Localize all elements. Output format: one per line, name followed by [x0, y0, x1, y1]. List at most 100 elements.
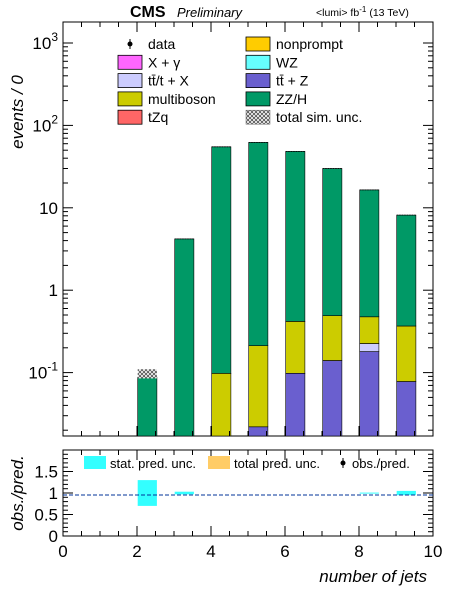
- y-tick-base: 10: [32, 34, 51, 53]
- legend-label: tt̄ + Z: [276, 73, 309, 89]
- x-tick-label: 8: [354, 542, 363, 561]
- ratio-legend-entry-stat-pred-unc-: stat. pred. unc.: [84, 456, 196, 471]
- ratio-y-tick-label: 0.5: [34, 506, 58, 525]
- lumi-exponent: -1: [359, 5, 367, 14]
- legend-label: multiboson: [148, 91, 216, 107]
- y-tick-base: 10: [32, 116, 51, 135]
- stat-unc-box-bin-8: [359, 492, 379, 494]
- legend-entry-multiboson: multiboson: [117, 91, 216, 107]
- bar-segment-multiboson-bin-9: [396, 325, 417, 382]
- legend-label: total sim. unc.: [276, 109, 362, 125]
- x-axis-ticks: [62, 22, 434, 436]
- ratio-legend-entry-total-pred-unc-: total pred. unc.: [208, 456, 320, 471]
- ratio-legend-label: obs./pred.: [352, 456, 410, 471]
- legend-entry-nonprompt: nonprompt: [245, 36, 343, 52]
- bar-segment-zz-h-bin-2: [137, 376, 158, 437]
- legend-swatch: [117, 109, 143, 125]
- preliminary-label: Preliminary: [177, 5, 244, 20]
- ratio-y-axis: 0 0.5 1 1.5: [34, 453, 433, 546]
- bar-segment-tt-z-bin-9: [396, 381, 417, 437]
- sim-unc-band-bin-2: [137, 369, 157, 379]
- legend: data nonprompt X + γ WZ tt̄/t + X tt̄ + Z mult…: [117, 36, 362, 125]
- bar-segment-zz-h-bin-6: [285, 151, 306, 322]
- bar-segment-multiboson-bin-8: [359, 316, 380, 344]
- energy-text: (13 TeV): [369, 7, 409, 19]
- legend-swatch: [117, 91, 143, 107]
- y-axis-label: events / 0: [8, 75, 27, 149]
- ratio-y-tick-label: 1.5: [34, 463, 58, 482]
- legend-swatch: [117, 54, 143, 70]
- legend-entry-tt-z: tt̄ + Z: [245, 73, 309, 89]
- legend-swatch: [117, 73, 143, 88]
- y-tick-exp: 2: [51, 112, 58, 126]
- y-tick-label: 103: [32, 30, 58, 53]
- legend-entry-total-sim-unc-: total sim. unc.: [245, 109, 362, 125]
- legend-swatch: [245, 54, 271, 70]
- ratio-panel: 00.511.5 0 2 4 6 8 10 obs./pred. number of je…: [8, 449, 442, 586]
- ratio-legend-label: total pred. unc.: [234, 456, 320, 471]
- ratio-legend: stat. pred. unc. total pred. unc. obs./pre…: [84, 456, 410, 471]
- ratio-x-axis: 0 2 4 6 8 10: [58, 450, 442, 561]
- legend-entry-zz-h: ZZ/H: [245, 91, 307, 107]
- bar-segment-tt-t-x-bin-8: [359, 343, 380, 352]
- bar-segment-tt-z-bin-8: [359, 351, 380, 437]
- y-tick-label: 1: [49, 281, 58, 300]
- bar-segment-zz-h-bin-8: [359, 189, 380, 318]
- ratio-legend-swatch: [208, 456, 230, 469]
- bar-segment-multiboson-bin-6: [285, 321, 306, 374]
- ratio-uncertainty: [137, 480, 416, 506]
- legend-label: ZZ/H: [276, 91, 307, 107]
- legend-swatch: [245, 73, 271, 88]
- ratio-legend-swatch: [84, 456, 106, 469]
- bar-segment-zz-h-bin-9: [396, 214, 417, 327]
- bar-segment-multiboson-bin-4: [211, 372, 232, 437]
- ratio-y-tick-label: 1: [49, 484, 58, 503]
- legend-swatch: [245, 91, 271, 107]
- bar-segment-multiboson-bin-7: [322, 315, 343, 361]
- y-tick-exp: -1: [47, 360, 58, 374]
- legend-entry-x-: X + γ: [117, 54, 180, 70]
- legend-swatch: [245, 109, 271, 125]
- legend-entry-tzq: tZq: [117, 109, 168, 125]
- bar-segment-tt-z-bin-5: [248, 426, 269, 437]
- bar-segment-zz-h-bin-4: [211, 146, 232, 374]
- bar-segment-zz-h-bin-7: [322, 168, 343, 316]
- legend-entry-tt-t-x: tt̄/t + X: [117, 73, 190, 89]
- x-tick-label: 4: [206, 542, 215, 561]
- stacked-bars: [137, 141, 417, 437]
- x-axis-label: number of jets: [319, 567, 427, 586]
- legend-label: X + γ: [148, 54, 180, 70]
- x-tick-label: 10: [424, 542, 443, 561]
- y-tick-exp: 3: [51, 30, 58, 44]
- stat-unc-box-bin-3: [174, 491, 194, 495]
- y-tick-label: 10: [39, 199, 58, 218]
- bar-segment-tt-z-bin-6: [285, 372, 306, 437]
- y-tick-base: 10: [28, 364, 47, 383]
- y-tick-label: 102: [32, 112, 58, 135]
- lumi-label: <lumi> fb-1 (13 TeV): [316, 5, 409, 19]
- ratio-y-axis-label: obs./pred.: [8, 455, 27, 531]
- stat-unc-box-bin-9: [396, 490, 416, 496]
- bar-segment-zz-h-bin-5: [248, 142, 269, 346]
- lumi-text: <lumi> fb: [316, 7, 359, 19]
- bar-segment-zz-h-bin-3: [174, 238, 195, 437]
- legend-entry-wz: WZ: [245, 54, 298, 70]
- legend-label: WZ: [276, 54, 298, 70]
- legend-swatch: [245, 36, 271, 52]
- legend-label: tZq: [148, 109, 168, 125]
- ratio-y-tick-label: 0: [49, 527, 58, 546]
- legend-entry-data: data: [127, 36, 175, 52]
- stat-unc-box-bin-2: [137, 480, 157, 506]
- y-tick-label: 10-1: [28, 360, 58, 383]
- legend-label: nonprompt: [276, 36, 343, 52]
- bar-segment-tt-z-bin-7: [322, 360, 343, 437]
- bar-segment-multiboson-bin-5: [248, 345, 269, 428]
- x-tick-label: 2: [132, 542, 141, 561]
- cms-label: CMS: [130, 4, 166, 21]
- x-tick-label: 6: [280, 542, 289, 561]
- x-tick-label: 0: [58, 542, 67, 561]
- legend-label: tt̄/t + X: [148, 73, 190, 89]
